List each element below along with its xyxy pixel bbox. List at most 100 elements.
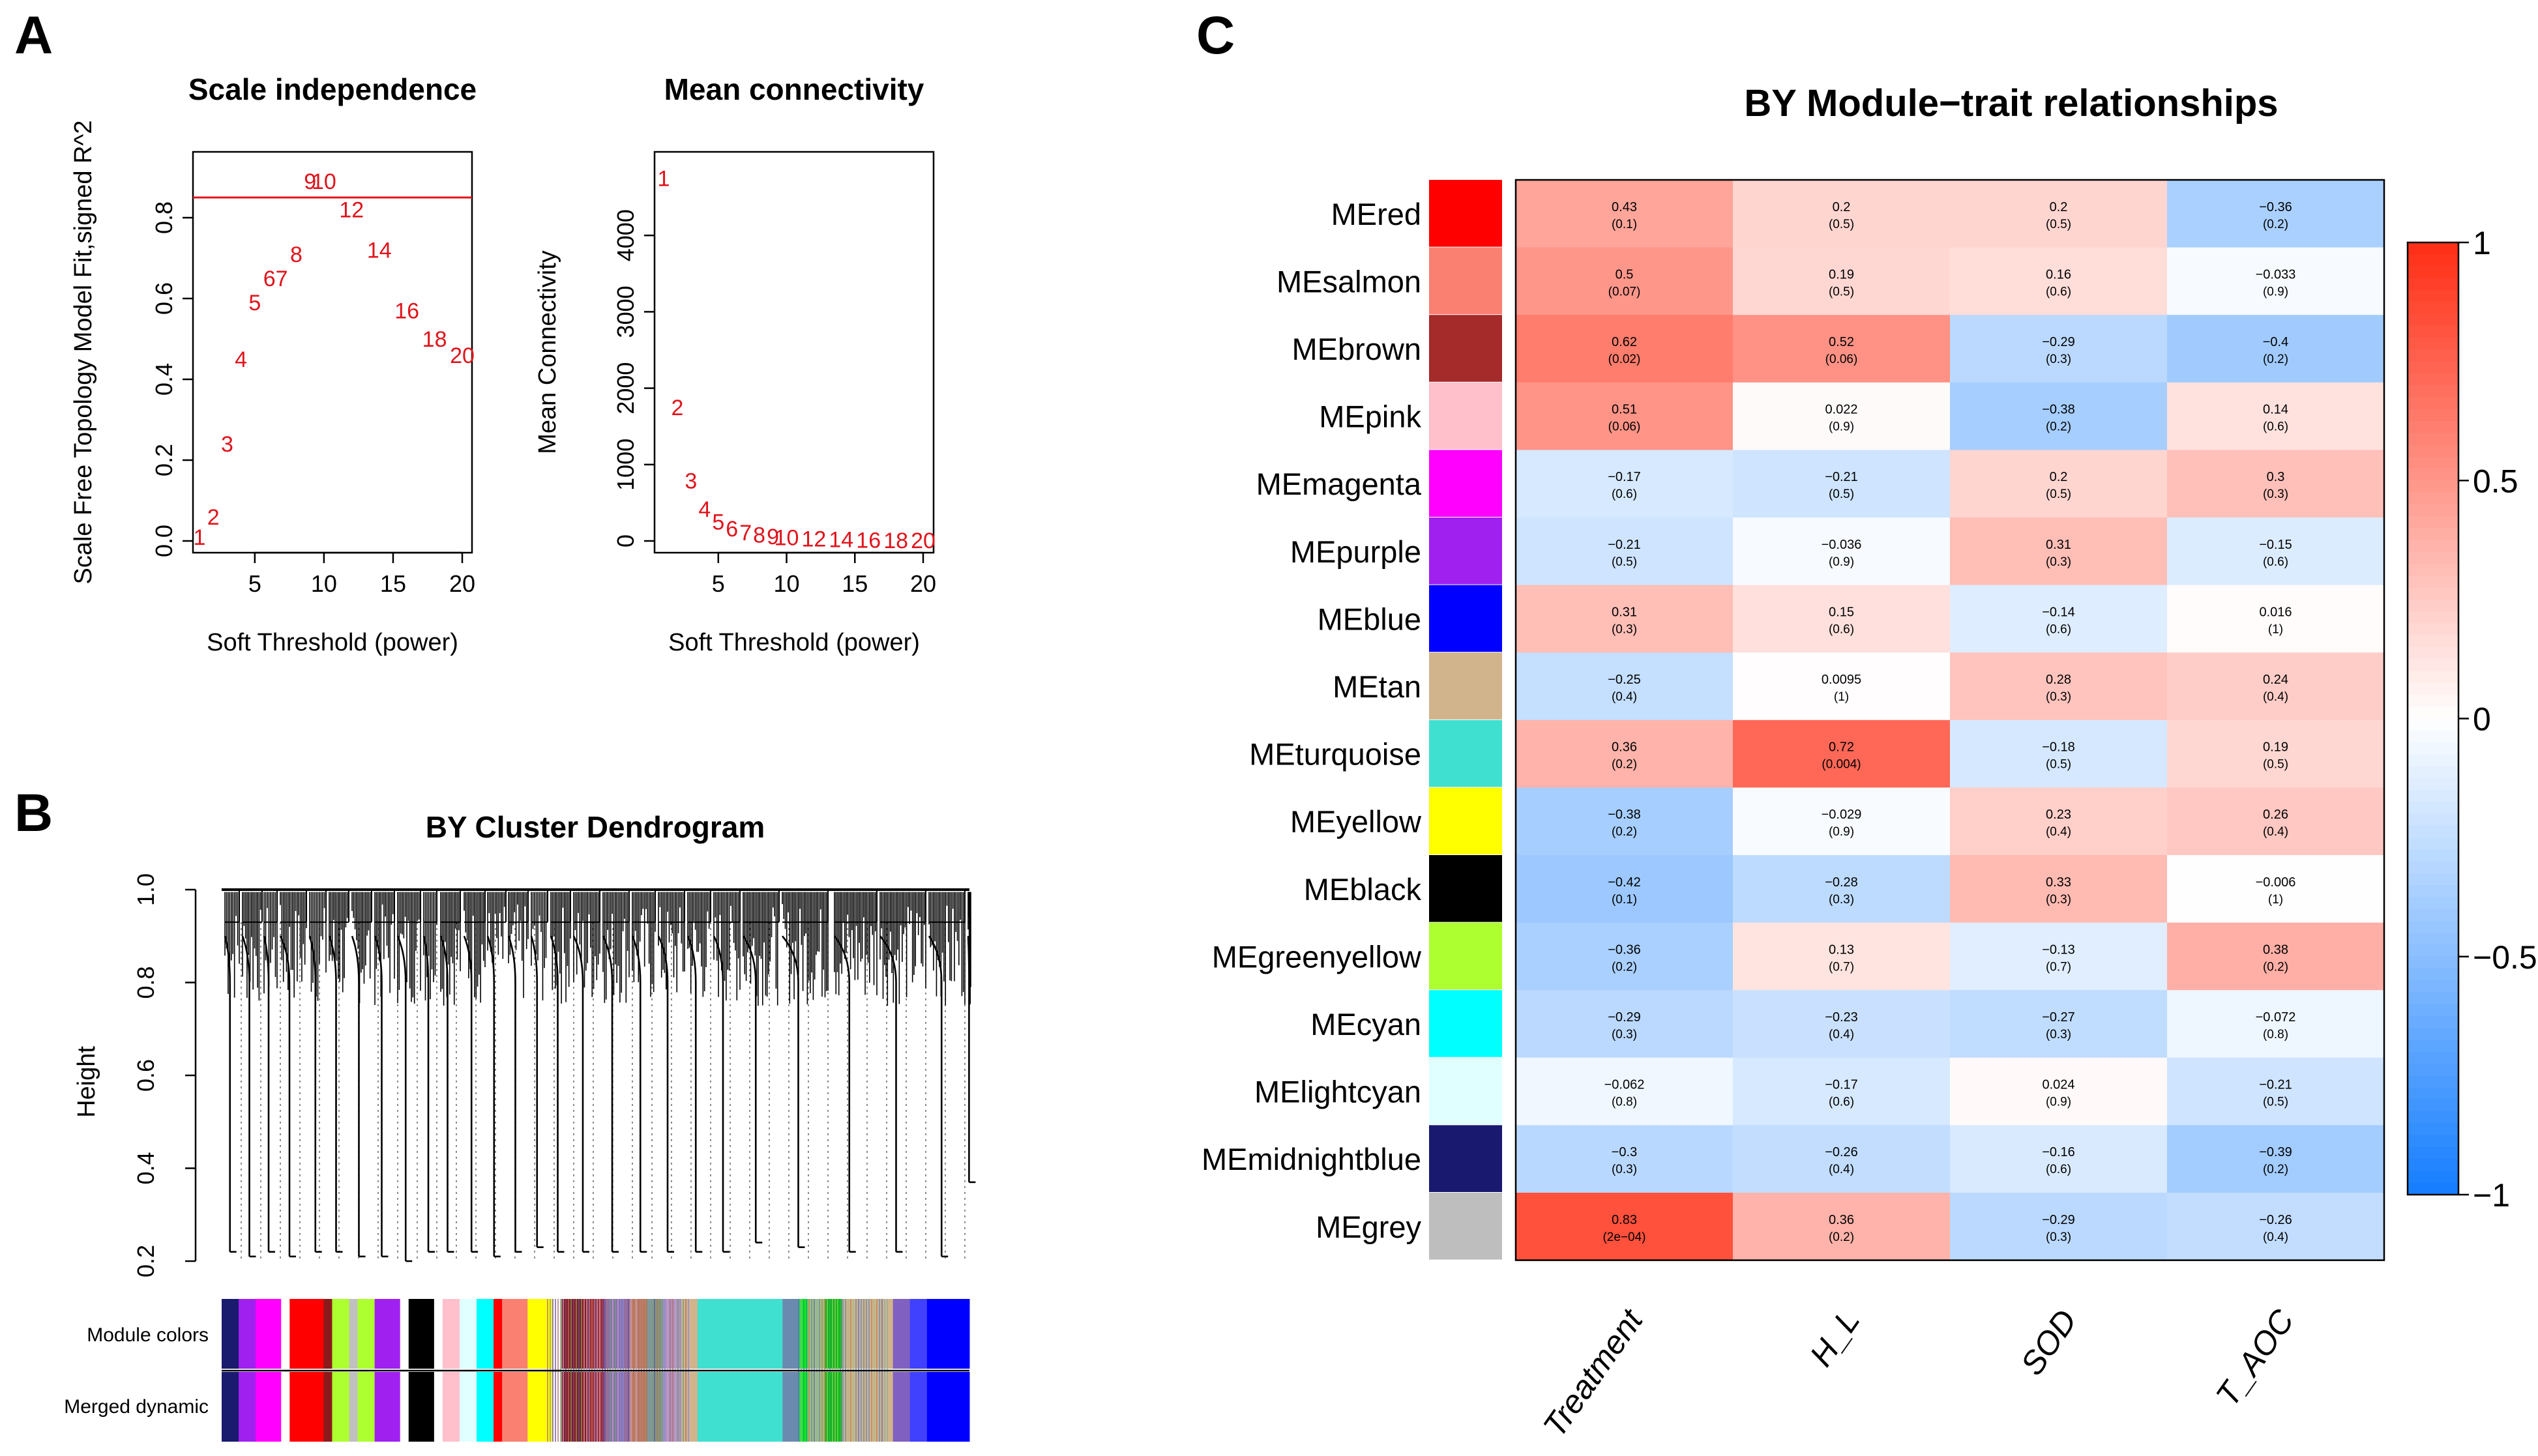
legend-gradient-step [2408, 1171, 2458, 1184]
cell-correlation: −0.033 [2256, 267, 2296, 282]
heatmap-cell [1516, 382, 1734, 450]
dendrogram-leaf-drop [224, 935, 231, 1252]
module-row-label: MEgrey [1316, 1210, 1421, 1244]
legend-gradient-step [2408, 385, 2458, 398]
dendrogram-leaf-drop [833, 935, 851, 1252]
heatmap-cell [2167, 517, 2385, 586]
legend-gradient-step [2408, 694, 2458, 708]
y-tick-label: 0.2 [132, 1245, 159, 1277]
cell-pvalue: (0.1) [1612, 893, 1637, 907]
x-tick-label: 5 [712, 570, 725, 597]
y-tick-label: 0.0 [151, 525, 177, 557]
cell-correlation: 0.022 [1825, 403, 1857, 417]
y-tick-label: 3000 [612, 285, 639, 338]
panel-letter-b: B [14, 783, 53, 843]
legend-gradient-step [2408, 266, 2458, 279]
module-color-block [222, 1299, 239, 1369]
legend-gradient-step [2408, 409, 2458, 422]
x-tick-label: 5 [248, 570, 261, 597]
x-tick-label: 10 [311, 570, 337, 597]
cell-correlation: 0.16 [2046, 267, 2071, 282]
legend-gradient-step [2408, 968, 2458, 982]
power-point-label: 12 [339, 198, 364, 223]
panel-letter-a: A [14, 6, 53, 65]
module-color-block [400, 1299, 409, 1369]
cell-correlation: 0.016 [2259, 605, 2292, 619]
cell-correlation: 0.14 [2263, 403, 2288, 417]
cell-correlation: 0.2 [2050, 200, 2068, 214]
heatmap-cell [1733, 517, 1951, 586]
cell-pvalue: (0.6) [1829, 1096, 1854, 1109]
module-color-block [442, 1299, 460, 1369]
cell-correlation: −0.27 [2042, 1010, 2075, 1025]
legend-gradient-step [2408, 944, 2458, 957]
power-point-label: 18 [422, 327, 447, 352]
y-tick-label: 0.6 [132, 1059, 159, 1092]
cell-correlation: −0.16 [2042, 1145, 2075, 1159]
legend-gradient-step [2408, 813, 2458, 826]
dendrogram-leaf-drop [713, 935, 724, 1252]
heatmap-cell [1733, 247, 1951, 315]
legend-gradient-step [2408, 349, 2458, 362]
cell-correlation: −0.029 [1822, 808, 1862, 822]
power-point-label: 16 [856, 528, 881, 553]
merged-color-block [332, 1372, 350, 1442]
module-color-block [408, 1299, 435, 1369]
heatmap-cell [1950, 315, 2168, 383]
color-row-label: Merged dynamic [64, 1396, 209, 1418]
legend-gradient-step [2408, 587, 2458, 600]
merged-color-block [256, 1372, 282, 1442]
legend-gradient-step [2408, 504, 2458, 517]
dendrogram-leaf-drop [279, 935, 291, 1257]
heatmap-frame [1514, 179, 2385, 1261]
dendrogram-leaf-drop [782, 935, 799, 1247]
legend-tick-label: 1 [2473, 225, 2491, 261]
module-color-block [842, 1299, 894, 1369]
merged-color-block [442, 1372, 460, 1442]
cell-pvalue: (0.3) [2046, 1028, 2071, 1041]
legend-gradient-step [2408, 849, 2458, 862]
cell-pvalue: (0.9) [1829, 555, 1854, 569]
module-color-block [349, 1299, 359, 1369]
merged-color-block [842, 1372, 894, 1442]
heatmap-cell [1733, 922, 1951, 991]
merged-color-block [909, 1372, 928, 1442]
heatmap-cell [1950, 450, 2168, 518]
cell-correlation: −0.38 [1608, 808, 1641, 822]
dendrogram-leaf-drop [241, 935, 250, 1257]
legend-gradient-step [2408, 920, 2458, 934]
y-tick-label: 2000 [612, 362, 639, 415]
cell-correlation: 0.72 [1829, 740, 1854, 755]
dendrogram-leaf-drop [742, 935, 757, 1243]
heatmap-cell [1950, 855, 2168, 924]
legend-gradient-step [2408, 528, 2458, 541]
legend-gradient-step [2408, 837, 2458, 851]
module-color-block [926, 1299, 970, 1369]
module-color-block [374, 1299, 401, 1369]
plot-title: Mean connectivity [664, 72, 924, 106]
module-color-swatch [1429, 1125, 1502, 1192]
legend-gradient-step [2408, 778, 2458, 791]
heatmap-cell [2167, 652, 2385, 721]
cell-correlation: 0.36 [1829, 1213, 1854, 1227]
cell-pvalue: (0.3) [2046, 690, 2071, 704]
cell-pvalue: (0.7) [2046, 960, 2071, 974]
cell-pvalue: (0.9) [2046, 1096, 2071, 1109]
module-row-label: MEpink [1319, 400, 1421, 434]
cell-correlation: 0.13 [1829, 942, 1854, 957]
cell-pvalue: (1) [2268, 893, 2283, 907]
legend-gradient-step [2408, 647, 2458, 660]
module-color-block [323, 1299, 332, 1369]
legend-gradient-step [2408, 242, 2458, 255]
merged-color-block [281, 1372, 290, 1442]
x-tick-label: 20 [449, 570, 475, 597]
power-point-label: 9 [767, 525, 779, 549]
power-point-label: 4 [698, 497, 711, 522]
cell-correlation: −0.39 [2259, 1145, 2292, 1159]
legend-gradient-step [2408, 897, 2458, 910]
heatmap-cell [1733, 720, 1951, 788]
heatmap-cell [2167, 585, 2385, 653]
cell-correlation: −0.4 [2263, 335, 2288, 349]
merged-color-block [323, 1372, 332, 1442]
module-color-block [527, 1299, 553, 1369]
